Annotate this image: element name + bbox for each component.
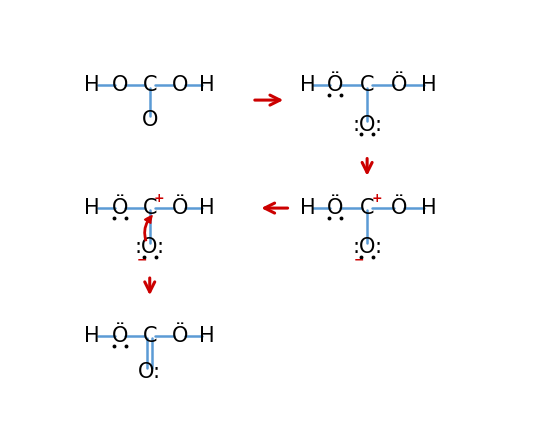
Text: −: − — [354, 253, 365, 266]
Text: Ö: Ö — [391, 198, 408, 218]
Text: −: − — [137, 253, 147, 266]
Text: O: O — [141, 110, 158, 130]
Text: H: H — [200, 198, 215, 218]
Text: C: C — [360, 75, 375, 95]
Text: :O:: :O: — [352, 115, 382, 135]
Text: C: C — [142, 198, 157, 218]
Text: Ö: Ö — [112, 326, 128, 346]
Text: C: C — [142, 75, 157, 95]
Text: H: H — [200, 75, 215, 95]
Text: C: C — [142, 326, 157, 346]
FancyArrowPatch shape — [144, 216, 152, 241]
Text: H: H — [300, 198, 315, 218]
Text: H: H — [84, 198, 100, 218]
Text: Ö: Ö — [172, 198, 188, 218]
Text: H: H — [421, 198, 437, 218]
Text: H: H — [300, 75, 315, 95]
Text: C: C — [360, 198, 375, 218]
Text: Ö: Ö — [327, 75, 343, 95]
Text: :O:: :O: — [352, 237, 382, 258]
Text: O:: O: — [138, 362, 161, 382]
Text: Ö: Ö — [391, 75, 408, 95]
Text: H: H — [200, 326, 215, 346]
Text: O: O — [172, 75, 188, 95]
Text: :O:: :O: — [135, 237, 165, 258]
Text: +: + — [371, 193, 382, 205]
Text: H: H — [84, 75, 100, 95]
Text: O: O — [112, 75, 128, 95]
Text: Ö: Ö — [172, 326, 188, 346]
Text: H: H — [84, 326, 100, 346]
Text: +: + — [154, 193, 164, 205]
Text: Ö: Ö — [112, 198, 128, 218]
Text: H: H — [421, 75, 437, 95]
Text: Ö: Ö — [327, 198, 343, 218]
